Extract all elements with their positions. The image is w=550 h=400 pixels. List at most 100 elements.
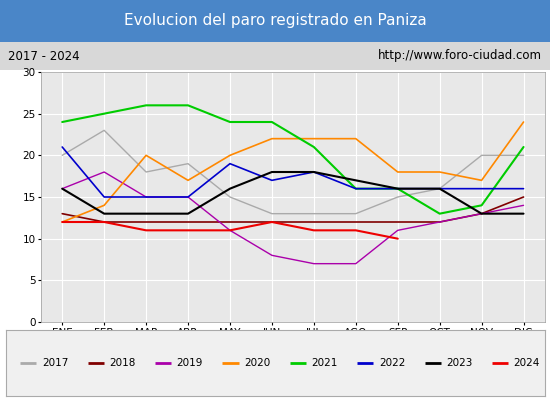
Text: 2017: 2017	[42, 358, 68, 368]
2019	[394, 228, 401, 233]
2021	[185, 103, 191, 108]
Line: 2018: 2018	[62, 197, 524, 222]
2019	[436, 220, 443, 224]
2020	[520, 120, 527, 124]
2017	[185, 161, 191, 166]
2021	[520, 144, 527, 149]
2017	[311, 211, 317, 216]
2021	[227, 120, 233, 124]
2018	[436, 220, 443, 224]
2018	[143, 220, 150, 224]
2023	[520, 211, 527, 216]
2019	[185, 194, 191, 199]
2018	[394, 220, 401, 224]
2018	[185, 220, 191, 224]
Text: 2019: 2019	[177, 358, 203, 368]
2018	[101, 220, 107, 224]
2018	[353, 220, 359, 224]
2022	[227, 161, 233, 166]
Text: 2018: 2018	[109, 358, 136, 368]
2020	[436, 170, 443, 174]
2022	[143, 194, 150, 199]
2021	[394, 186, 401, 191]
2019	[227, 228, 233, 233]
2019	[311, 261, 317, 266]
2020	[268, 136, 275, 141]
2020	[227, 153, 233, 158]
2022	[478, 186, 485, 191]
2022	[101, 194, 107, 199]
Text: 2020: 2020	[244, 358, 270, 368]
2017	[268, 211, 275, 216]
Text: Evolucion del paro registrado en Paniza: Evolucion del paro registrado en Paniza	[124, 14, 426, 28]
2022	[520, 186, 527, 191]
2023	[227, 186, 233, 191]
2023	[394, 186, 401, 191]
2024	[268, 220, 275, 224]
2023	[478, 211, 485, 216]
2023	[311, 170, 317, 174]
Text: 2024: 2024	[514, 358, 540, 368]
2022	[394, 186, 401, 191]
2020	[478, 178, 485, 183]
2023	[268, 170, 275, 174]
2021	[311, 144, 317, 149]
Line: 2022: 2022	[62, 147, 524, 197]
Text: 2022: 2022	[379, 358, 405, 368]
2023	[185, 211, 191, 216]
2021	[353, 186, 359, 191]
2023	[143, 211, 150, 216]
2018	[478, 211, 485, 216]
Text: 2023: 2023	[446, 358, 472, 368]
2017	[143, 170, 150, 174]
2018	[268, 220, 275, 224]
2021	[268, 120, 275, 124]
2018	[59, 211, 65, 216]
2017	[59, 153, 65, 158]
2021	[143, 103, 150, 108]
2023	[436, 186, 443, 191]
2020	[59, 220, 65, 224]
2023	[353, 178, 359, 183]
2019	[143, 194, 150, 199]
Text: 2017 - 2024: 2017 - 2024	[8, 50, 80, 62]
2024	[143, 228, 150, 233]
2020	[394, 170, 401, 174]
2017	[394, 194, 401, 199]
2022	[268, 178, 275, 183]
2020	[101, 203, 107, 208]
2023	[101, 211, 107, 216]
2017	[227, 194, 233, 199]
2022	[353, 186, 359, 191]
Line: 2020: 2020	[62, 122, 524, 222]
2024	[394, 236, 401, 241]
2017	[478, 153, 485, 158]
2024	[311, 228, 317, 233]
Line: 2023: 2023	[62, 172, 524, 214]
2022	[436, 186, 443, 191]
Text: http://www.foro-ciudad.com: http://www.foro-ciudad.com	[378, 50, 542, 62]
Line: 2019: 2019	[62, 172, 524, 264]
2020	[353, 136, 359, 141]
2017	[353, 211, 359, 216]
Text: 2021: 2021	[311, 358, 338, 368]
2019	[520, 203, 527, 208]
2019	[101, 170, 107, 174]
2020	[311, 136, 317, 141]
2019	[268, 253, 275, 258]
2017	[101, 128, 107, 133]
2024	[185, 228, 191, 233]
Line: 2017: 2017	[62, 130, 524, 214]
2024	[59, 220, 65, 224]
2019	[478, 211, 485, 216]
2022	[59, 144, 65, 149]
2021	[59, 120, 65, 124]
2021	[101, 111, 107, 116]
2024	[227, 228, 233, 233]
2020	[185, 178, 191, 183]
2018	[227, 220, 233, 224]
Line: 2024: 2024	[62, 222, 398, 239]
2024	[101, 220, 107, 224]
2018	[311, 220, 317, 224]
2017	[436, 186, 443, 191]
